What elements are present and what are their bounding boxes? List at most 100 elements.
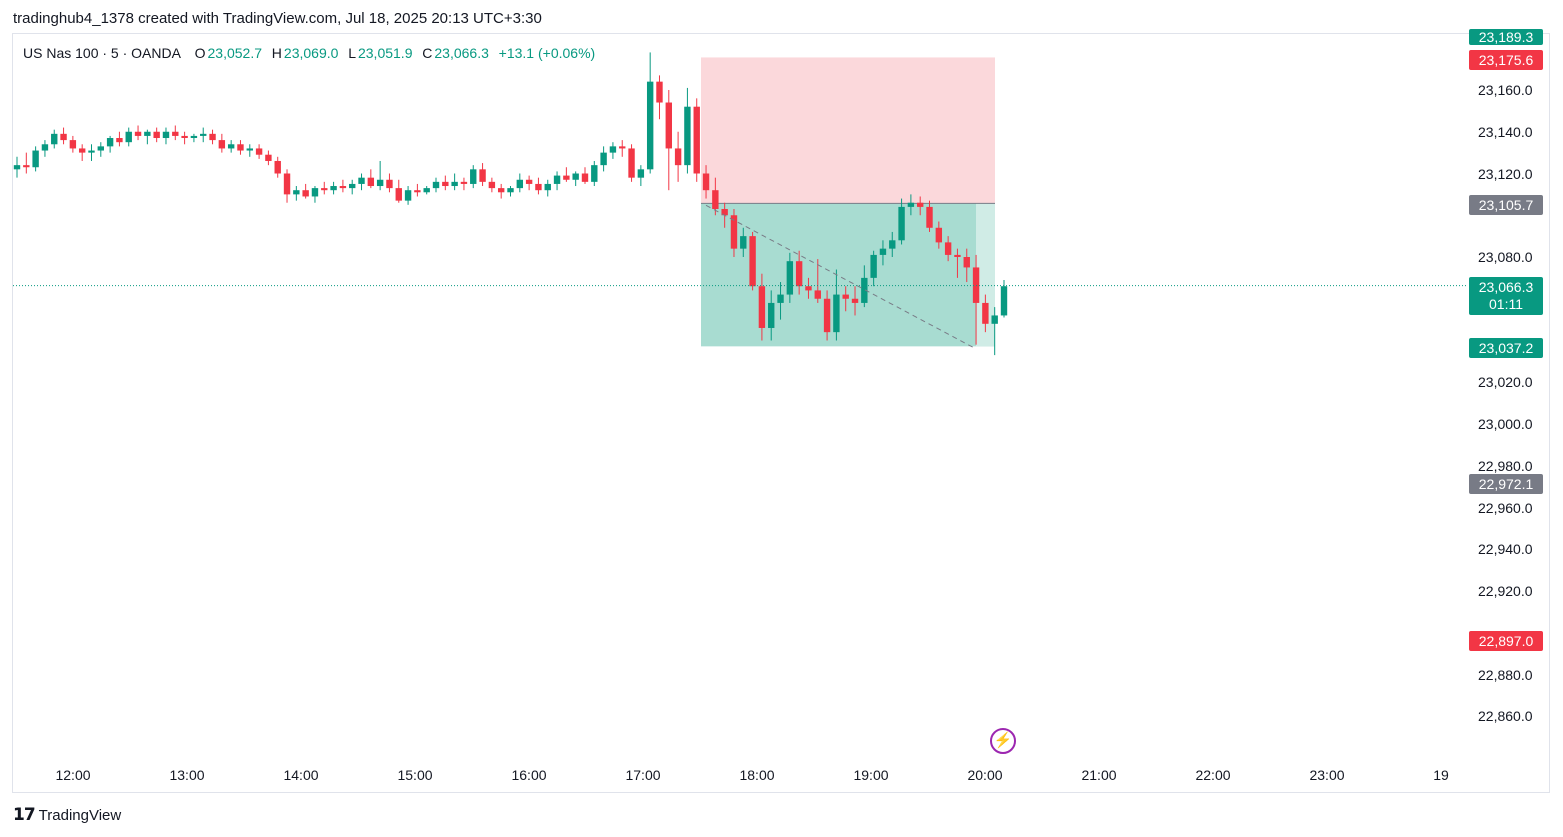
- candle[interactable]: [963, 248, 970, 283]
- tradingview-logo[interactable]: 𝟭𝟳 TradingView: [13, 805, 121, 825]
- candle[interactable]: [330, 181, 337, 195]
- candle[interactable]: [702, 165, 710, 199]
- candle[interactable]: [311, 186, 319, 203]
- candle[interactable]: [106, 135, 114, 153]
- candle[interactable]: [879, 240, 887, 266]
- candle[interactable]: [795, 250, 803, 295]
- chart-panel[interactable]: [12, 33, 1550, 793]
- candle[interactable]: [637, 165, 645, 187]
- candle[interactable]: [898, 198, 905, 245]
- candle[interactable]: [367, 169, 375, 189]
- candle[interactable]: [814, 259, 821, 303]
- take-profit-zone[interactable]: [701, 203, 995, 347]
- candle[interactable]: [870, 250, 877, 287]
- candle[interactable]: [628, 144, 635, 182]
- lightning-icon[interactable]: ⚡: [990, 728, 1016, 754]
- candle[interactable]: [349, 179, 356, 195]
- candle[interactable]: [954, 248, 961, 278]
- candle[interactable]: [563, 167, 570, 182]
- candle[interactable]: [97, 142, 105, 157]
- candle[interactable]: [749, 231, 756, 291]
- candle[interactable]: [507, 186, 514, 197]
- candle[interactable]: [283, 169, 291, 203]
- candle[interactable]: [656, 75, 663, 120]
- candle[interactable]: [442, 175, 449, 191]
- candle[interactable]: [293, 186, 300, 201]
- candle[interactable]: [609, 142, 617, 159]
- candle[interactable]: [1000, 279, 1008, 318]
- candle[interactable]: [227, 140, 235, 153]
- candle[interactable]: [991, 307, 998, 356]
- candle[interactable]: [544, 179, 551, 197]
- candle[interactable]: [265, 150, 272, 166]
- candle[interactable]: [786, 252, 794, 303]
- candle[interactable]: [935, 221, 943, 249]
- candle[interactable]: [60, 127, 67, 145]
- candle[interactable]: [916, 196, 924, 216]
- candle[interactable]: [684, 87, 691, 174]
- candle[interactable]: [13, 156, 21, 178]
- candle[interactable]: [944, 236, 952, 262]
- candle[interactable]: [237, 140, 244, 155]
- candle[interactable]: [665, 90, 672, 191]
- candle[interactable]: [768, 290, 775, 341]
- candle[interactable]: [162, 127, 170, 145]
- candle[interactable]: [432, 177, 440, 193]
- candle[interactable]: [88, 144, 95, 161]
- candle[interactable]: [581, 167, 589, 184]
- candle[interactable]: [712, 177, 719, 216]
- candle[interactable]: [591, 160, 598, 187]
- candle[interactable]: [386, 173, 393, 193]
- candle[interactable]: [516, 173, 524, 193]
- candle[interactable]: [69, 135, 77, 153]
- candle[interactable]: [693, 98, 700, 182]
- candle[interactable]: [497, 183, 505, 199]
- candle[interactable]: [321, 181, 328, 195]
- candle[interactable]: [833, 269, 840, 341]
- candle[interactable]: [172, 125, 179, 141]
- candle[interactable]: [134, 125, 142, 141]
- candle[interactable]: [488, 177, 496, 193]
- candle[interactable]: [758, 273, 766, 341]
- candle[interactable]: [358, 173, 365, 191]
- candle[interactable]: [125, 127, 132, 147]
- candle[interactable]: [842, 286, 849, 312]
- candle[interactable]: [32, 146, 39, 172]
- stop-loss-zone[interactable]: [701, 57, 995, 204]
- candle[interactable]: [116, 131, 123, 147]
- candle[interactable]: [907, 194, 915, 216]
- candle[interactable]: [51, 129, 58, 149]
- candle[interactable]: [777, 282, 784, 320]
- candle[interactable]: [246, 144, 253, 157]
- candle[interactable]: [339, 179, 347, 193]
- candle[interactable]: [889, 231, 896, 257]
- candle[interactable]: [41, 140, 49, 157]
- candle[interactable]: [553, 171, 561, 191]
- candle[interactable]: [274, 156, 281, 178]
- candle[interactable]: [460, 177, 468, 191]
- candle[interactable]: [740, 227, 747, 257]
- candle[interactable]: [851, 286, 859, 316]
- candle[interactable]: [218, 133, 226, 153]
- candle[interactable]: [674, 131, 682, 182]
- symbol-label[interactable]: US Nas 100 · 5 · OANDA: [23, 45, 181, 61]
- candle[interactable]: [144, 129, 151, 145]
- candle[interactable]: [730, 208, 738, 257]
- candle[interactable]: [805, 277, 812, 299]
- candle[interactable]: [470, 165, 477, 189]
- candle[interactable]: [181, 131, 188, 145]
- candle[interactable]: [982, 294, 989, 333]
- candle[interactable]: [153, 127, 160, 143]
- candle[interactable]: [395, 179, 402, 203]
- candle[interactable]: [600, 146, 607, 172]
- candle[interactable]: [423, 186, 430, 195]
- candle[interactable]: [190, 133, 198, 143]
- candle[interactable]: [302, 183, 309, 199]
- candle[interactable]: [451, 173, 458, 191]
- candle[interactable]: [255, 144, 263, 159]
- candle[interactable]: [572, 171, 579, 187]
- candle[interactable]: [200, 127, 207, 143]
- candle[interactable]: [646, 52, 654, 174]
- candle[interactable]: [414, 183, 421, 197]
